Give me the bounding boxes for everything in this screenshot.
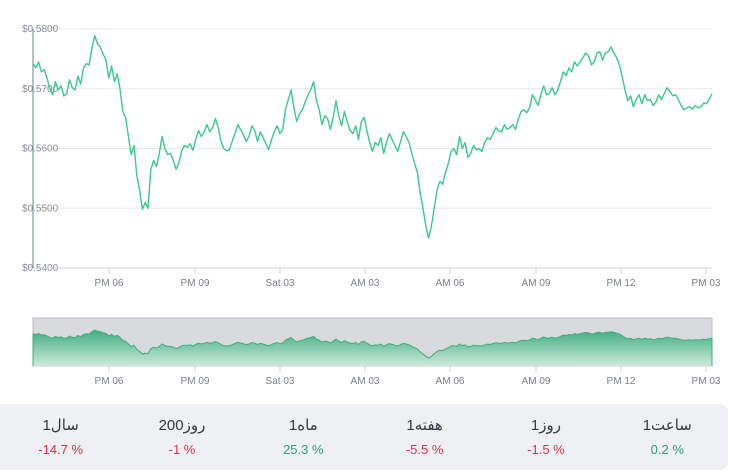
x-tick-label: PM 12 (607, 278, 636, 289)
price-chart[interactable]: $0.5800$0.5700$0.5600$0.5500$0.5400 PM 0… (0, 0, 738, 300)
navigator-chart[interactable]: PM 06 PM 09 Sat 03 AM 03 AM 06 AM 09 PM 12 PM 0… (0, 312, 738, 392)
perf-label: 1هفته (406, 417, 443, 434)
perf-label: 1ساعت (642, 417, 692, 434)
perf-item-200d: 200روز -1 % (127, 415, 237, 459)
perf-value: 25.3 % (283, 442, 324, 457)
perf-item-1m: 1ماه 25.3 % (248, 415, 358, 459)
x-tick-label: AM 03 (351, 278, 380, 289)
perf-label: 200روز (158, 417, 206, 434)
x-tick-label: PM 03 (692, 376, 721, 387)
perf-item-1d: 1روز -1.5 % (491, 415, 601, 459)
y-tick-label: $0.5500 (22, 203, 59, 214)
x-tick-label: AM 09 (522, 376, 551, 387)
x-axis-ticks: PM 06 PM 09 Sat 03 AM 03 AM 06 AM 09 PM 12 PM 0… (95, 268, 721, 289)
perf-item-1w: 1هفته -5.5 % (370, 415, 480, 459)
x-tick-label: Sat 03 (266, 376, 295, 387)
y-tick-label: $0.5600 (22, 144, 59, 155)
y-tick-label: $0.5700 (22, 84, 59, 95)
price-series-line[interactable] (32, 34, 713, 239)
y-tick-label: $0.5800 (22, 24, 59, 35)
navigator-x-ticks: PM 06 PM 09 Sat 03 AM 03 AM 06 AM 09 PM 12 PM 0… (95, 366, 721, 387)
x-tick-label: PM 03 (692, 278, 721, 289)
perf-item-1y: 1سال -14.7 % (6, 415, 116, 459)
x-tick-label: PM 09 (181, 278, 210, 289)
perf-value: -14.7 % (38, 442, 84, 457)
x-tick-label: AM 03 (351, 376, 380, 387)
x-tick-label: PM 06 (95, 278, 124, 289)
perf-value: -1.5 % (527, 442, 565, 457)
x-tick-label: AM 06 (436, 376, 465, 387)
performance-panel: 1ساعت 0.2 % 1روز -1.5 % 1هفته -5.5 % 1ما… (0, 404, 728, 470)
navigator-area (32, 329, 713, 367)
perf-label: 1سال (42, 417, 79, 434)
perf-label: 1روز (530, 417, 561, 434)
x-tick-label: PM 06 (95, 376, 124, 387)
perf-value: -5.5 % (405, 442, 444, 457)
x-tick-label: AM 09 (522, 278, 551, 289)
x-tick-label: PM 12 (607, 376, 636, 387)
perf-item-1h: 1ساعت 0.2 % (612, 415, 722, 459)
x-tick-label: Sat 03 (266, 278, 295, 289)
y-axis-ticks: $0.5800$0.5700$0.5600$0.5500$0.5400 (22, 24, 59, 274)
x-tick-label: PM 09 (181, 376, 210, 387)
perf-value: 0.2 % (650, 442, 684, 457)
perf-value: -1 % (168, 442, 196, 457)
perf-label: 1ماه (288, 417, 318, 434)
x-tick-label: AM 06 (436, 278, 465, 289)
